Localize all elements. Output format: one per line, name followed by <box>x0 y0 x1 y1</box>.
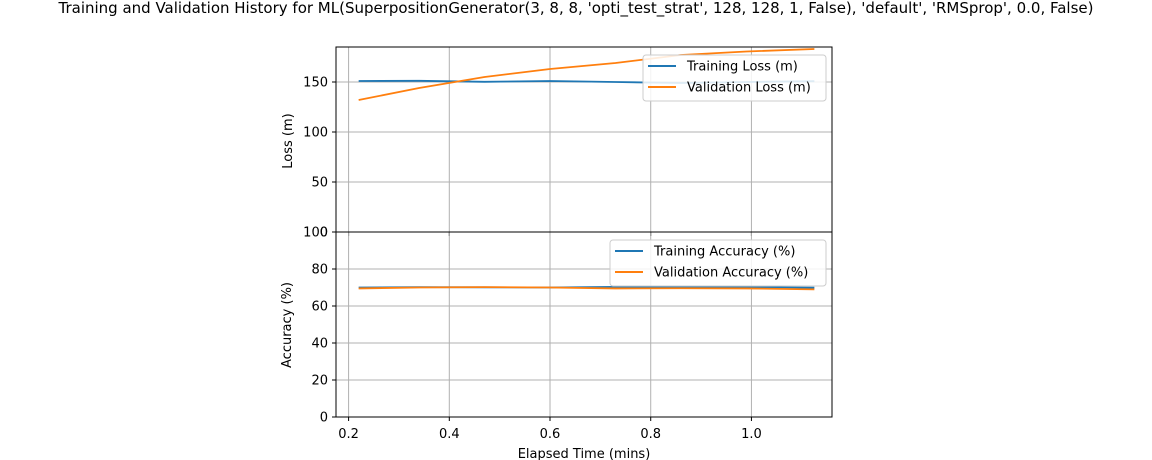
x-tick-label: 0.6 <box>540 427 561 442</box>
accuracy-subplot: 0 20 40 60 80 100 0.2 0.4 0.6 0.8 1.0 Accuracy (%… <box>280 226 833 460</box>
x-axis-label: Elapsed Time (mins) <box>518 447 651 460</box>
accuracy-y-tick-labels: 0 20 40 60 80 100 <box>303 226 328 426</box>
x-tick-label: 0.4 <box>439 427 460 442</box>
y-tick-label: 50 <box>311 176 328 191</box>
y-tick-label: 100 <box>303 126 328 141</box>
y-tick-label: 0 <box>320 411 328 426</box>
y-tick-label: 80 <box>311 263 328 278</box>
x-tick-label: 0.2 <box>338 427 359 442</box>
legend-label-validation-loss: Validation Loss (m) <box>687 81 811 96</box>
y-tick-label: 60 <box>311 300 328 315</box>
x-tick-label: 0.8 <box>640 427 661 442</box>
series-line-validation-loss-m <box>358 48 815 101</box>
series-line-validation-accuracy <box>358 286 815 291</box>
loss-legend: Training Loss (m) Validation Loss (m) <box>642 54 827 102</box>
loss-y-axis-label: Loss (m) <box>281 113 296 168</box>
loss-y-tick-labels: 0 50 100 150 <box>303 76 328 241</box>
loss-legend-box <box>642 54 827 102</box>
y-tick-label: 20 <box>311 374 328 389</box>
accuracy-legend-box <box>609 239 827 287</box>
accuracy-legend: Training Accuracy (%) Validation Accurac… <box>609 239 827 287</box>
y-tick-label: 100 <box>303 226 328 241</box>
accuracy-axes-frame <box>335 231 833 418</box>
accuracy-x-tick-labels: 0.2 0.4 0.6 0.8 1.0 <box>338 427 762 442</box>
y-tick-label: 40 <box>311 337 328 352</box>
chart-title: Training and Validation History for ML(S… <box>58 0 1094 18</box>
legend-label-training-loss: Training Loss (m) <box>686 60 798 75</box>
x-tick-label: 1.0 <box>741 427 762 442</box>
legend-label-validation-accuracy: Validation Accuracy (%) <box>654 266 808 281</box>
y-tick-label: 0 <box>320 226 328 241</box>
legend-label-training-accuracy: Training Accuracy (%) <box>653 245 795 260</box>
accuracy-y-axis-label: Accuracy (%) <box>280 282 295 368</box>
y-tick-label: 150 <box>303 76 328 91</box>
accuracy-series-lines <box>358 286 815 291</box>
accuracy-tick-marks <box>332 231 752 421</box>
